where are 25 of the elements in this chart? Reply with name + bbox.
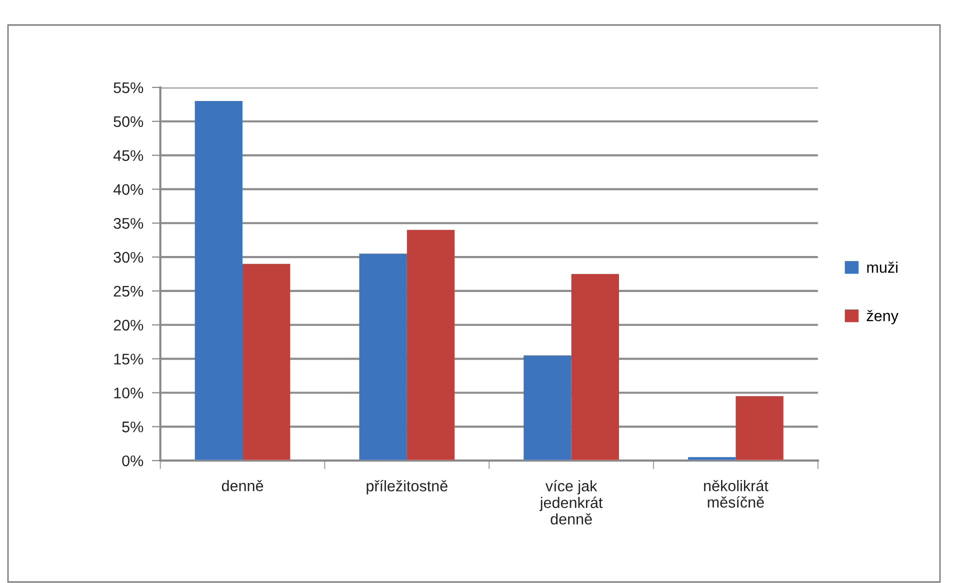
- y-tick-label: 55%: [114, 82, 144, 94]
- bar: [194, 101, 243, 461]
- y-tick-label: 20%: [114, 320, 144, 331]
- x-tick-label: denně: [222, 480, 264, 492]
- x-tick-label: příležitostně: [366, 480, 448, 494]
- y-tick-label: 30%: [114, 252, 144, 263]
- y-tick-label: 45%: [113, 150, 144, 161]
- bar: [242, 264, 290, 461]
- x-tick-label: více jak jedenkrát denně: [540, 480, 603, 525]
- bar: [406, 230, 455, 461]
- y-tick-label: 5%: [122, 422, 144, 432]
- y-tick-label: 10%: [114, 388, 144, 398]
- legend-label: muži: [867, 262, 898, 273]
- x-tick-label: několikrát měsíčně: [704, 480, 768, 508]
- bar: [571, 274, 619, 461]
- y-tick-label: 15%: [114, 354, 144, 364]
- y-tick-label: 35%: [114, 218, 144, 229]
- y-tick-label: 40%: [113, 184, 144, 195]
- bar: [359, 254, 407, 461]
- bar: [736, 396, 784, 461]
- legend-label: ženy: [866, 310, 898, 324]
- y-tick-label: 50%: [114, 116, 144, 128]
- y-tick-label: 0%: [122, 455, 144, 466]
- bar: [524, 355, 572, 461]
- y-tick-label: 25%: [114, 286, 144, 297]
